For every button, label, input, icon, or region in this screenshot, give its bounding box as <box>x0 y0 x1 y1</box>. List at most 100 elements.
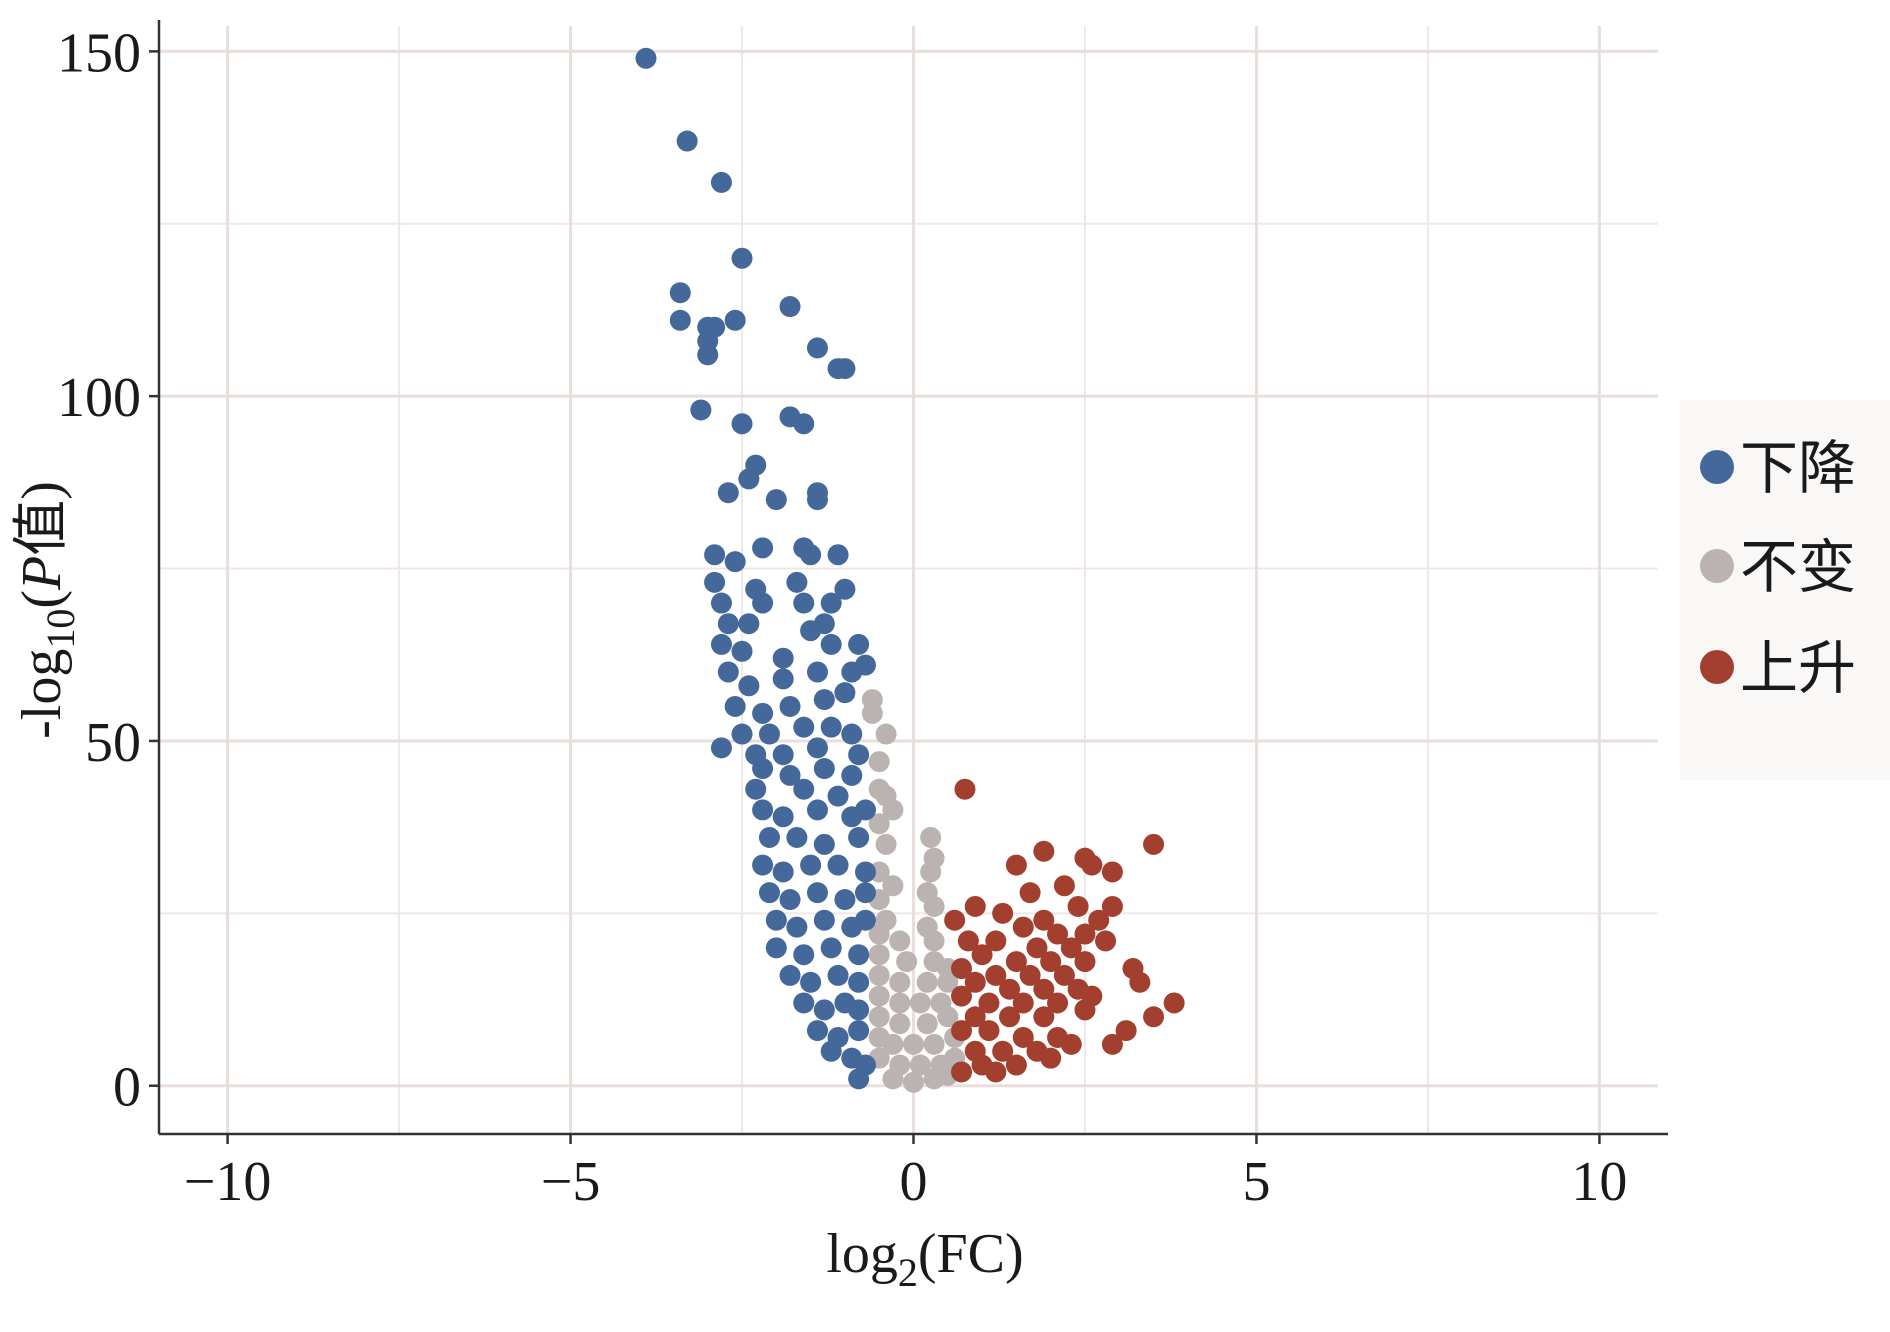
data-point-up <box>964 1006 986 1028</box>
data-point-down <box>758 826 780 848</box>
data-point-unchanged <box>909 992 931 1014</box>
data-point-up <box>992 1040 1014 1062</box>
data-point-up <box>1067 895 1089 917</box>
data-point-down <box>800 544 822 566</box>
data-point-down <box>758 723 780 745</box>
data-point-down <box>827 785 849 807</box>
y-tick-label: 50 <box>85 712 141 774</box>
data-point-down <box>779 889 801 911</box>
data-point-down <box>704 544 726 566</box>
data-point-up <box>1088 909 1110 931</box>
x-tick-label: 5 <box>1242 1151 1270 1213</box>
data-point-down <box>806 737 828 759</box>
data-point-down <box>793 592 815 614</box>
data-point-down <box>786 916 808 938</box>
data-point-up <box>971 944 993 966</box>
data-point-unchanged <box>896 951 918 973</box>
data-point-unchanged <box>868 964 890 986</box>
data-point-down <box>841 764 863 786</box>
y-tick-labels: 0 50 100 150 <box>57 22 141 1118</box>
data-point-down <box>779 695 801 717</box>
data-point-down <box>827 544 849 566</box>
data-point-down <box>731 413 753 435</box>
data-point-up <box>964 971 986 993</box>
data-point-down <box>731 247 753 269</box>
data-point-down <box>772 647 794 669</box>
data-point-unchanged <box>909 1054 931 1076</box>
y-axis-title-subscript: 10 <box>38 609 83 649</box>
data-point-unchanged <box>882 1033 904 1055</box>
data-point-unchanged <box>882 799 904 821</box>
data-point-down <box>793 716 815 738</box>
data-points <box>635 47 1185 1093</box>
data-point-up <box>978 1020 1000 1042</box>
y-axis-title-open: ( <box>11 590 73 609</box>
x-tick-label: −10 <box>184 1151 272 1213</box>
data-point-unchanged <box>889 992 911 1014</box>
data-point-up <box>1012 916 1034 938</box>
data-point-up <box>1047 992 1069 1014</box>
data-point-down <box>834 889 856 911</box>
data-point-down <box>841 723 863 745</box>
data-point-up <box>999 978 1021 1000</box>
data-point-up <box>1074 999 1096 1021</box>
legend-swatch-down <box>1700 450 1734 484</box>
data-point-down <box>724 551 746 573</box>
data-point-down <box>772 806 794 828</box>
data-point-up <box>1033 840 1055 862</box>
data-point-up <box>1033 1006 1055 1028</box>
data-point-down <box>710 737 732 759</box>
data-point-unchanged <box>875 723 897 745</box>
data-point-unchanged <box>868 751 890 773</box>
data-point-down <box>806 799 828 821</box>
data-point-down <box>793 778 815 800</box>
data-point-unchanged <box>920 861 942 883</box>
data-point-down <box>697 344 719 366</box>
legend-swatch-unchanged <box>1700 549 1734 583</box>
data-point-down <box>752 799 774 821</box>
legend-label-up: 上升 <box>1740 636 1856 701</box>
data-point-unchanged <box>923 930 945 952</box>
y-axis-title: -log10(P值) <box>11 481 83 739</box>
data-point-up <box>1074 951 1096 973</box>
data-point-up <box>951 958 973 980</box>
data-point-down <box>786 826 808 848</box>
data-point-down <box>806 882 828 904</box>
data-point-up <box>1101 1033 1123 1055</box>
data-point-down <box>854 861 876 883</box>
data-point-up <box>1129 971 1151 993</box>
data-point-up <box>1012 992 1034 1014</box>
data-point-unchanged <box>923 1033 945 1055</box>
data-point-unchanged <box>937 971 959 993</box>
data-point-unchanged <box>875 833 897 855</box>
data-point-down <box>834 682 856 704</box>
data-point-up <box>951 985 973 1007</box>
data-point-down <box>820 937 842 959</box>
data-point-up <box>964 895 986 917</box>
data-point-unchanged <box>861 702 883 724</box>
data-point-up <box>1095 930 1117 952</box>
data-point-up <box>1074 923 1096 945</box>
data-point-up <box>954 778 976 800</box>
data-point-down <box>635 47 657 69</box>
data-point-up <box>1005 951 1027 973</box>
data-point-down <box>854 654 876 676</box>
data-point-up <box>978 992 1000 1014</box>
legend-swatch-up <box>1700 650 1734 684</box>
data-point-down <box>820 716 842 738</box>
data-point-up <box>999 1006 1021 1028</box>
data-point-unchanged <box>868 985 890 1007</box>
data-point-down <box>848 1068 870 1090</box>
data-point-up <box>985 964 1007 986</box>
data-point-down <box>834 578 856 600</box>
data-point-down <box>717 613 739 635</box>
data-point-unchanged <box>937 1006 959 1028</box>
data-point-down <box>738 675 760 697</box>
data-point-up <box>1012 1026 1034 1048</box>
data-point-down <box>848 999 870 1021</box>
data-point-unchanged <box>923 895 945 917</box>
data-point-down <box>854 909 876 931</box>
data-point-down <box>738 468 760 490</box>
data-point-down <box>758 882 780 904</box>
data-point-down <box>827 964 849 986</box>
